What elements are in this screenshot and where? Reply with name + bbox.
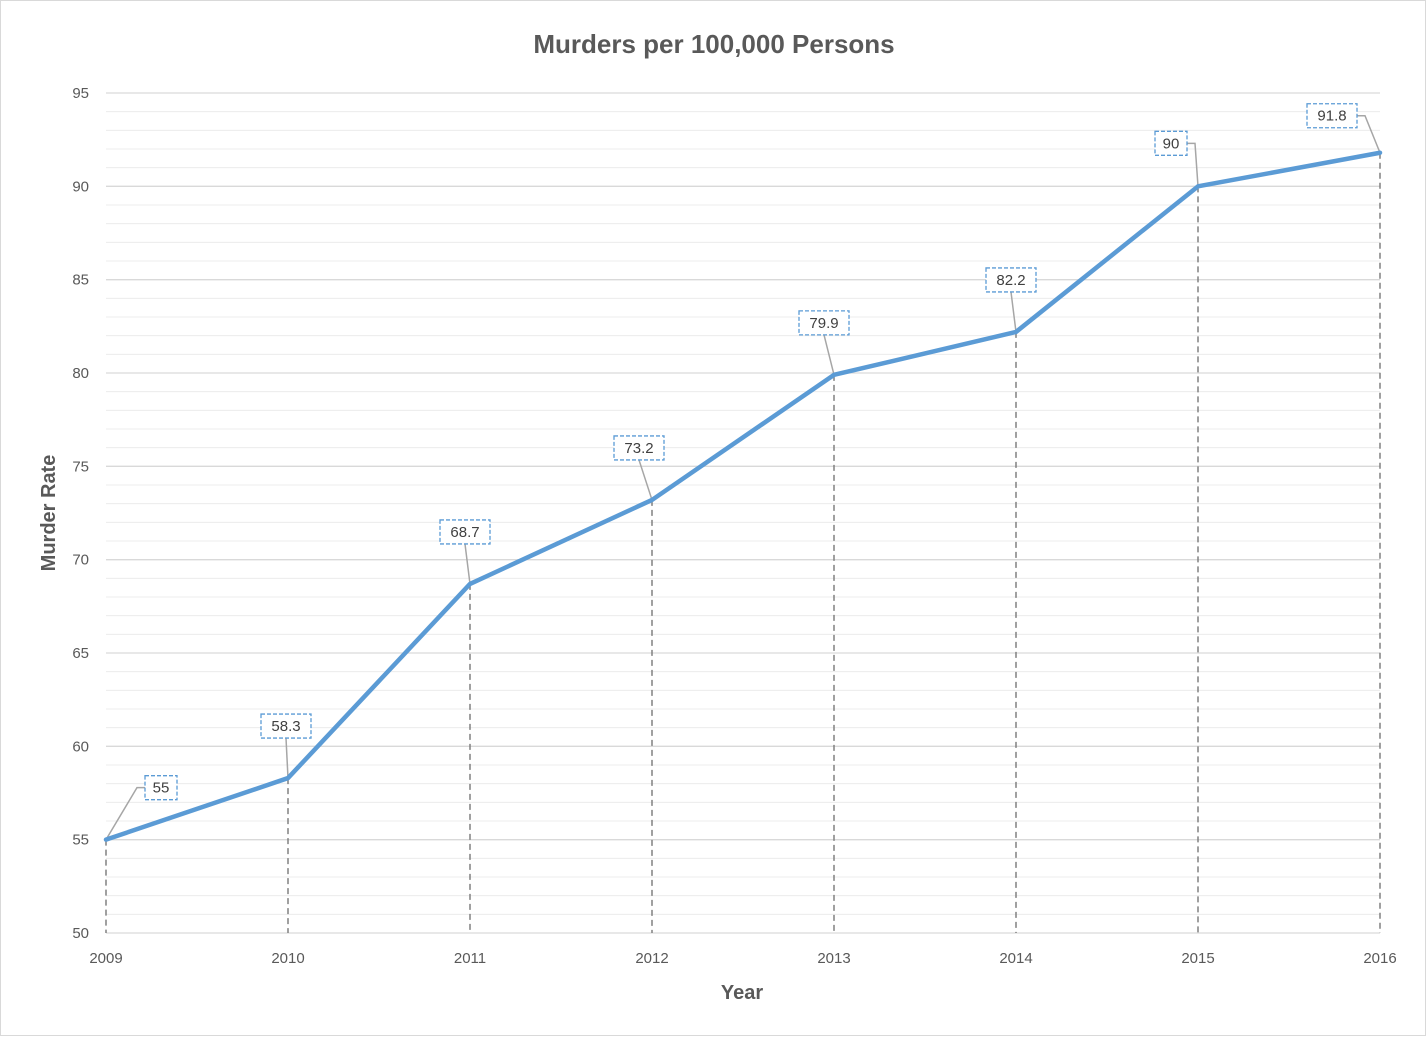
data-labels: 55 58.3 68.7 73.2 79.9 82.2 90 91.8 (144, 103, 1358, 801)
label-leader-line (1010, 291, 1017, 333)
data-label: 79.9 (809, 315, 838, 332)
label-leader-line (1357, 114, 1381, 154)
x-axis-ticks: 2009 2010 2011 2012 2013 2014 2015 2016 (89, 950, 1396, 967)
y-tick-label: 80 (72, 365, 89, 382)
label-leader-line (105, 786, 145, 841)
data-label: 58.3 (271, 718, 300, 735)
data-label-box (144, 775, 178, 801)
y-tick-label: 60 (72, 738, 89, 755)
data-label: 82.2 (996, 272, 1025, 289)
data-label: 55 (153, 780, 170, 797)
series-layer (103, 150, 1383, 842)
label-leader-line (823, 334, 835, 376)
gridlines (106, 92, 1380, 934)
y-tick-label: 75 (72, 458, 89, 475)
data-label-box (985, 267, 1037, 293)
data-label: 90 (1163, 135, 1180, 152)
x-tick-label: 2010 (271, 950, 304, 967)
y-tick-label: 85 (72, 272, 89, 289)
y-tick-label: 70 (72, 552, 89, 569)
data-label: 91.8 (1317, 108, 1346, 125)
data-label-box (260, 713, 312, 739)
label-leader-line (638, 459, 653, 501)
label-leader-line (464, 543, 471, 585)
y-axis-ticks: 50 55 60 65 70 75 80 85 90 95 (72, 85, 89, 942)
x-tick-label: 2012 (635, 950, 668, 967)
y-tick-label: 55 (72, 832, 89, 849)
drop-lines (105, 152, 1381, 933)
x-tick-label: 2015 (1181, 950, 1214, 967)
data-label: 68.7 (450, 524, 479, 541)
label-leader-lines (105, 114, 1381, 841)
data-label-box (1306, 103, 1358, 129)
data-label-box (613, 435, 665, 461)
x-tick-label: 2016 (1363, 950, 1396, 967)
x-tick-label: 2014 (999, 950, 1032, 967)
y-tick-label: 90 (72, 178, 89, 195)
series-line (103, 150, 1383, 842)
chart-title: Murders per 100,000 Persons (533, 29, 894, 59)
y-tick-label: 95 (72, 85, 89, 102)
y-tick-label: 50 (72, 925, 89, 942)
data-label-box (798, 310, 850, 336)
x-tick-label: 2009 (89, 950, 122, 967)
x-tick-label: 2013 (817, 950, 850, 967)
x-axis-title: Year (721, 982, 763, 1004)
label-leader-line (1187, 142, 1199, 187)
y-axis-title: Murder Rate (38, 455, 60, 572)
data-label-box (439, 519, 491, 545)
y-tick-label: 65 (72, 645, 89, 662)
data-label: 73.2 (624, 440, 653, 457)
label-leader-line (285, 738, 289, 779)
x-tick-label: 2011 (454, 950, 486, 967)
data-label-box (1154, 130, 1188, 156)
